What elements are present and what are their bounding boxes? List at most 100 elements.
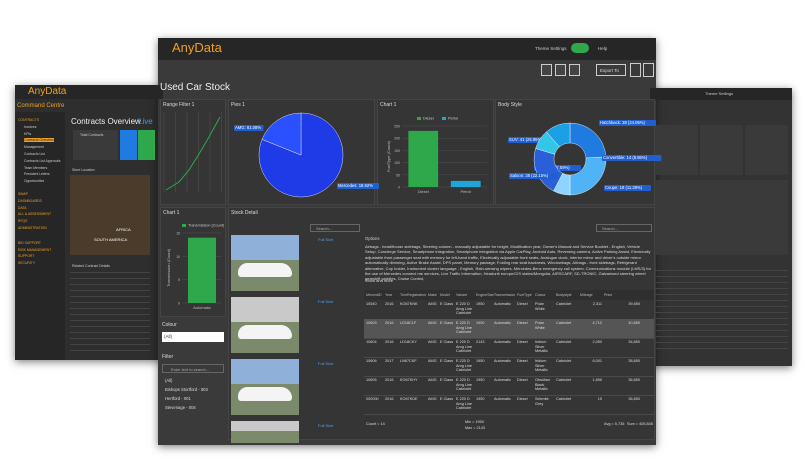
nav-next[interactable] (643, 63, 654, 77)
table-row (70, 278, 150, 279)
menu-item[interactable]: Opportunities (24, 179, 45, 184)
menu-item[interactable]: SWAP (18, 192, 28, 196)
table-row (70, 272, 150, 273)
table-row (70, 332, 150, 333)
table-row (70, 320, 150, 321)
table-row (655, 288, 788, 289)
filter-item[interactable]: Stevenage - 004 (165, 405, 196, 410)
menu-item[interactable]: DASHBOARDS (18, 198, 42, 203)
table-cell: E 220 D Amg Line Cabriolet (456, 340, 473, 354)
help[interactable]: Help (598, 46, 608, 51)
colour-dropdown[interactable]: (All) (162, 332, 224, 342)
car-image (231, 421, 299, 443)
menu-item[interactable]: ADMINISTRATION (18, 226, 47, 230)
table-cell: 2017 (385, 359, 394, 363)
options-label: Options (365, 236, 380, 241)
menu-item[interactable]: Invoices (24, 124, 37, 129)
export-dropdown[interactable]: Export To (596, 64, 626, 76)
data-label-box (509, 173, 559, 179)
y-tick-label: 10 (176, 255, 180, 259)
table-footer: Avg = 5,735 (604, 422, 625, 426)
menu-item[interactable]: RISK MANAGEMENT (18, 247, 52, 252)
full-size-link[interactable]: Full Size (318, 361, 334, 366)
row-line (364, 414, 654, 415)
table-row (655, 318, 788, 319)
theme-settings[interactable]: Theme Settings (535, 46, 567, 51)
menu-item[interactable]: ALL & ASSESSMENT (18, 212, 52, 217)
full-size-link[interactable]: Full Size (318, 299, 334, 304)
menu-item[interactable]: BID SUPPORT (18, 240, 41, 245)
y-tick-label: 250 (394, 125, 400, 129)
column-header: TrimRegistration (400, 293, 427, 297)
table-cell: Automatic (494, 359, 511, 363)
total-box (73, 130, 118, 160)
menu-item[interactable]: RFQS (18, 219, 28, 224)
column-header: MercedID (366, 293, 382, 297)
panel-title: Pies 1 (231, 102, 245, 108)
full-size-link[interactable]: Full Size (318, 423, 334, 428)
map (70, 175, 150, 255)
menu-item[interactable]: Management (24, 145, 44, 150)
legend-swatch (417, 117, 421, 120)
table-cell: 1950 (476, 378, 485, 382)
menu-item[interactable]: Contracts List (24, 152, 45, 156)
table-row (655, 324, 788, 325)
options-text: Airbags - head/thorax sidebags, Steering… (365, 244, 651, 282)
map-text: SOUTH AMERICA (94, 237, 128, 242)
range-filter (163, 112, 222, 192)
column-header: FuelType (517, 293, 532, 297)
search-box[interactable]: Search... (596, 224, 652, 232)
table-row (70, 344, 150, 345)
bar (408, 130, 439, 187)
column-header: Variant (456, 293, 468, 297)
y-tick-label: 0 (178, 302, 180, 306)
y-tick-label: 5 (178, 278, 180, 282)
column-header: Make (428, 293, 437, 297)
table-cell: E 220 D Amg Line Cabriolet (456, 321, 473, 335)
table-row (70, 338, 150, 339)
table-cell: 1,856 (592, 378, 602, 382)
table-row (70, 290, 150, 291)
nav-prev[interactable] (630, 63, 641, 77)
menu-item[interactable]: DATA (18, 205, 27, 210)
legend-label: Diesel (423, 117, 434, 121)
menu-item[interactable]: Contracts Overview (24, 138, 54, 143)
toolbar-icon[interactable] (555, 64, 566, 76)
menu-item[interactable]: Team Members (24, 165, 48, 170)
search-box[interactable]: Search... (310, 224, 360, 232)
table-row (655, 270, 788, 271)
table-cell: 34,850 (628, 340, 640, 344)
menu-item[interactable]: SUPPORT (18, 254, 35, 259)
full-size-link[interactable]: Full Size (318, 237, 334, 242)
data-label-box (599, 120, 656, 126)
filter-item[interactable]: (All) (165, 378, 173, 383)
menu-item[interactable]: Contracts List Approvals (24, 158, 61, 163)
slice (261, 112, 302, 156)
table-cell: 4,712 (592, 321, 602, 325)
table-footer: Count = 14 (366, 422, 385, 426)
filter-item[interactable]: Bishops Stortford - 003 (165, 387, 208, 392)
menu-item[interactable]: SECURITY (18, 261, 36, 266)
row-line (364, 376, 654, 377)
filter-input[interactable]: Enter text to search... (162, 364, 224, 373)
show-more[interactable]: Show and more (365, 278, 394, 283)
table-cell: AMG (428, 359, 437, 363)
table-cell: Cabriolet (556, 397, 572, 401)
filter-item[interactable]: Hertford - 001 (165, 396, 191, 401)
notify-button[interactable] (571, 43, 589, 53)
menu-item[interactable]: KPIs (24, 131, 32, 136)
menu-item[interactable]: President Letters (24, 172, 50, 177)
toolbar-icon[interactable] (541, 64, 552, 76)
column-header: Mileage (580, 293, 593, 297)
menu-item[interactable]: CONTRACTS (18, 118, 40, 122)
bar (450, 180, 481, 187)
table-footer: Max = 2143 (465, 426, 485, 430)
table-cell: 39,850 (628, 302, 640, 306)
legend-label: Petrol (448, 117, 458, 121)
toolbar-icon[interactable] (569, 64, 580, 76)
data-label-box (602, 155, 662, 161)
table-cell: E 220 D Amg Line Cabriolet (456, 378, 473, 392)
table-cell: 2016 (385, 321, 394, 325)
table-cell: Cabriolet (556, 321, 572, 325)
table-cell: Polar White (535, 302, 545, 311)
